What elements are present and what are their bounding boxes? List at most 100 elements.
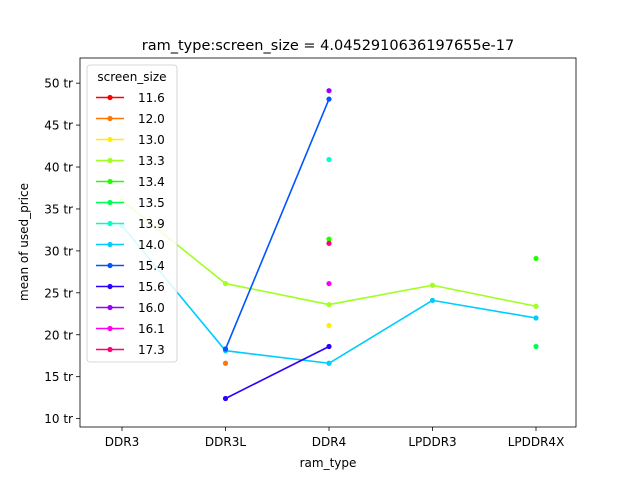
x-tick-label: LPDDR4X xyxy=(508,435,565,449)
y-tick-label: 35 tr xyxy=(44,202,73,216)
series-line-segment xyxy=(225,345,330,400)
data-point xyxy=(326,280,332,287)
legend-label: 11.6 xyxy=(138,91,165,105)
legend-label: 15.4 xyxy=(138,259,165,273)
y-tick-label: 30 tr xyxy=(44,244,73,258)
legend-label: 12.0 xyxy=(138,112,165,126)
y-tick-label: 25 tr xyxy=(44,286,73,300)
legend-label: 13.4 xyxy=(138,175,165,189)
data-point xyxy=(533,343,539,350)
data-point xyxy=(429,297,436,303)
data-point xyxy=(326,88,332,94)
series-line-segment xyxy=(432,299,537,319)
series-13.9 xyxy=(326,156,332,163)
legend-swatch-marker xyxy=(107,241,113,248)
legend-title: screen_size xyxy=(97,70,166,84)
legend-swatch-marker xyxy=(107,220,113,227)
data-point xyxy=(222,280,229,287)
legend-items: 11.6 12.0 13.0 13.3 13.4 13.5 13.9 14.0 15.4 15.6… xyxy=(96,91,165,357)
legend-item: 13.9 xyxy=(96,217,165,231)
data-point xyxy=(326,301,332,308)
legend-label: 17.3 xyxy=(138,343,165,357)
series-line-segment xyxy=(225,282,330,306)
series-line-segment xyxy=(224,98,330,350)
data-point xyxy=(533,315,539,321)
series-13.0 xyxy=(326,322,332,329)
data-point xyxy=(222,346,229,352)
x-tick-label: DDR3 xyxy=(105,435,139,449)
y-axis-ticks: 10 tr 15 tr 20 tr 25 tr 30 tr 35 tr 40 tr 45 tr… xyxy=(44,77,80,426)
legend-label: 13.9 xyxy=(138,217,165,231)
series-16.0 xyxy=(326,88,332,94)
legend-item: 15.6 xyxy=(96,280,165,294)
x-axis-ticks: DDR3 DDR3L DDR4 LPDDR3 LPDDR4X xyxy=(105,427,565,449)
y-tick-label: 20 tr xyxy=(44,328,73,342)
y-tick-label: 45 tr xyxy=(44,119,73,133)
data-point xyxy=(533,255,539,262)
series-15.4 xyxy=(222,96,332,352)
legend-item: 16.0 xyxy=(96,301,165,315)
legend-item: 12.0 xyxy=(96,112,165,126)
legend-item: 13.0 xyxy=(96,133,165,147)
legend-item: 13.4 xyxy=(96,175,165,189)
series-line-segment xyxy=(225,349,330,365)
series-12.0 xyxy=(222,360,229,366)
chart-title: ram_type:screen_size = 4.045291063619765… xyxy=(142,38,514,54)
y-axis-label: mean of used_price xyxy=(17,183,31,301)
legend-label: 13.5 xyxy=(138,196,165,210)
y-tick-label: 50 tr xyxy=(44,77,73,91)
legend-item: 13.5 xyxy=(96,196,165,210)
legend-label: 16.0 xyxy=(138,301,165,315)
data-point xyxy=(326,360,332,366)
legend-item: 14.0 xyxy=(96,238,165,252)
series-15.6 xyxy=(222,343,332,402)
legend-swatch-marker xyxy=(107,283,113,290)
legend-item: 13.3 xyxy=(96,154,165,168)
legend: screen_size 11.6 12.0 13.0 13.3 13.4 13.5 13.9… xyxy=(86,64,178,363)
x-tick-label: LPDDR3 xyxy=(408,435,456,449)
data-point xyxy=(326,240,332,246)
data-point xyxy=(533,303,539,309)
y-tick-label: 10 tr xyxy=(44,412,73,426)
data-point xyxy=(326,236,332,242)
legend-label: 16.1 xyxy=(138,322,165,336)
data-point xyxy=(222,360,229,366)
series-line-segment xyxy=(328,284,433,306)
legend-item: 16.1 xyxy=(96,322,165,336)
legend-swatch-marker xyxy=(107,94,113,101)
legend-item: 15.4 xyxy=(96,259,165,273)
series-13.4 xyxy=(326,236,539,262)
series-13.5 xyxy=(533,343,539,350)
y-tick-label: 15 tr xyxy=(44,370,73,384)
series-line-segment xyxy=(328,299,433,364)
legend-swatch-marker xyxy=(107,346,113,353)
y-tick-label: 40 tr xyxy=(44,161,73,175)
legend-label: 15.6 xyxy=(138,280,165,294)
legend-swatch-marker xyxy=(107,304,113,311)
data-point xyxy=(326,322,332,329)
legend-swatch-marker xyxy=(107,262,113,269)
legend-label: 13.0 xyxy=(138,133,165,147)
legend-box xyxy=(86,64,178,363)
data-point xyxy=(326,343,332,350)
legend-swatch-marker xyxy=(107,325,113,332)
legend-item: 11.6 xyxy=(96,91,165,105)
legend-label: 13.3 xyxy=(138,154,165,168)
legend-label: 14.0 xyxy=(138,238,165,252)
data-point xyxy=(222,395,229,402)
data-point xyxy=(326,96,332,102)
series-line-segment xyxy=(432,284,537,308)
legend-swatch-marker xyxy=(107,199,113,206)
data-point xyxy=(326,156,332,163)
legend-swatch-marker xyxy=(107,136,113,143)
series-17.3 xyxy=(326,240,332,246)
legend-swatch-marker xyxy=(107,157,113,164)
legend-swatch-marker xyxy=(107,178,113,185)
x-tick-label: DDR4 xyxy=(312,435,346,449)
x-tick-label: DDR3L xyxy=(205,435,246,449)
x-axis-label: ram_type xyxy=(300,456,357,470)
series-16.1 xyxy=(326,280,332,287)
legend-item: 17.3 xyxy=(96,343,165,357)
data-point xyxy=(429,282,436,288)
